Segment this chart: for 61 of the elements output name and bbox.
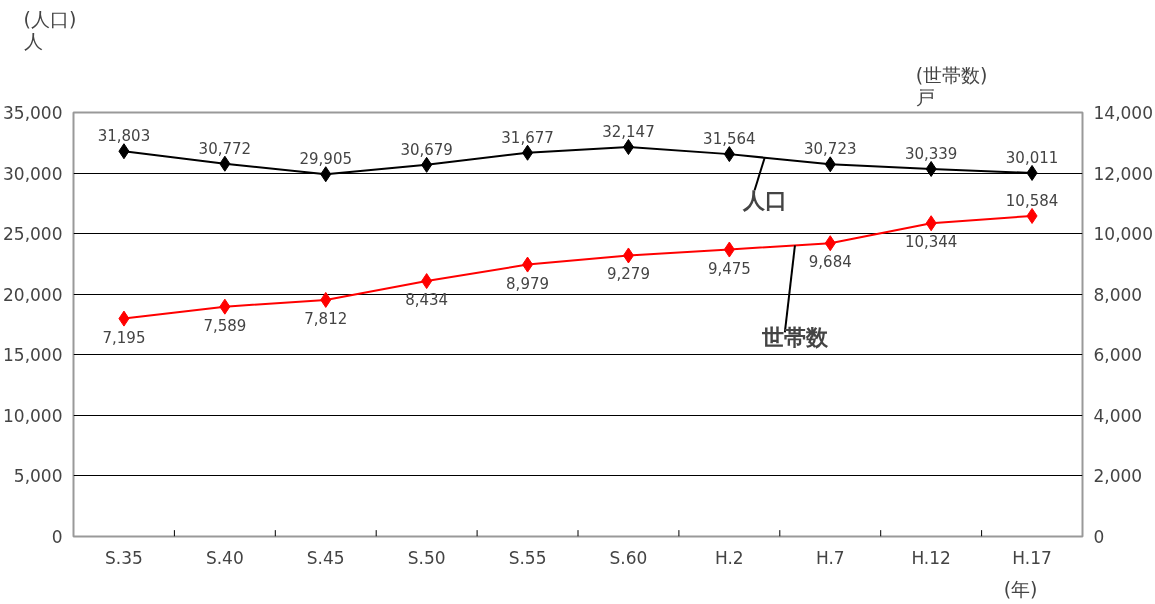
data-label: 7,812: [304, 309, 348, 328]
x-tick-label: H.7: [815, 547, 845, 568]
data-label: 30,772: [198, 139, 252, 158]
x-tick-label: S.60: [609, 547, 648, 568]
y-tick-label: 0: [51, 527, 63, 547]
y-tick-label: 10,000: [3, 405, 63, 426]
y-tick-label: 35,000: [3, 103, 63, 123]
data-label: 9,475: [707, 259, 751, 278]
x-tick-label: H.2: [715, 547, 744, 568]
y-axis-title: (人口) 人: [23, 7, 77, 52]
y2-tick-label: 0: [1093, 527, 1105, 547]
data-label: 8,979: [506, 274, 550, 293]
data-label: 8,434: [405, 291, 449, 310]
y2-tick-label: 4,000: [1093, 405, 1143, 426]
x-tick-label: S.50: [407, 547, 446, 568]
data-label: 31,677: [501, 128, 554, 147]
data-label: 30,339: [904, 144, 958, 163]
x-tick-label: S.35: [105, 547, 143, 568]
point: [421, 273, 433, 290]
point: [320, 291, 332, 308]
y2-tick-label: 6,000: [1093, 345, 1143, 366]
data-label: 31,564: [703, 130, 756, 149]
data-label: 9,684: [808, 253, 852, 272]
point: [522, 256, 534, 273]
point: [723, 241, 735, 258]
data-label: 30,011: [1005, 148, 1059, 167]
x-tick-label: H.17: [1012, 547, 1052, 568]
x-tick-label: S.55: [508, 547, 547, 568]
point: [622, 247, 634, 264]
data-label: 32,147: [602, 123, 655, 142]
x-tick-label: H.12: [911, 547, 951, 568]
data-label: 7,589: [203, 316, 247, 335]
data-label: 29,905: [299, 150, 353, 169]
y2-tick-label: 10,000: [1093, 224, 1153, 245]
data-label: 30,679: [400, 140, 453, 159]
point: [925, 215, 937, 232]
data-label: 30,723: [804, 140, 857, 159]
data-label: 10,344: [904, 233, 958, 252]
y-tick-label: 20,000: [3, 284, 63, 305]
y2-tick-label: 12,000: [1093, 163, 1153, 184]
x-tick-label: S.45: [306, 547, 345, 568]
text: 世帯数: [760, 325, 829, 351]
y-tick-label: 25,000: [3, 224, 63, 245]
point: [824, 235, 836, 252]
legend-label: 人口: [741, 187, 787, 213]
data-label: 7,195: [102, 328, 146, 347]
y2-tick-label: 2,000: [1093, 466, 1143, 487]
x-tick-label: S.40: [205, 547, 244, 568]
data-label: 9,279: [606, 265, 650, 284]
data-label: 10,584: [1005, 191, 1059, 210]
x-axis-title: (年): [1003, 577, 1038, 600]
y2-tick-label: 14,000: [1093, 103, 1153, 123]
y-tick-label: 5,000: [13, 466, 63, 487]
point: [1026, 207, 1038, 224]
y2-axis-title: (世帯数) 戸: [915, 63, 988, 108]
point: [219, 298, 231, 315]
y-tick-label: 15,000: [3, 345, 63, 366]
point: [118, 310, 130, 327]
y2-tick-label: 8,000: [1093, 284, 1143, 305]
y-tick-label: 30,000: [3, 163, 63, 184]
data-label: 31,803: [97, 127, 151, 146]
